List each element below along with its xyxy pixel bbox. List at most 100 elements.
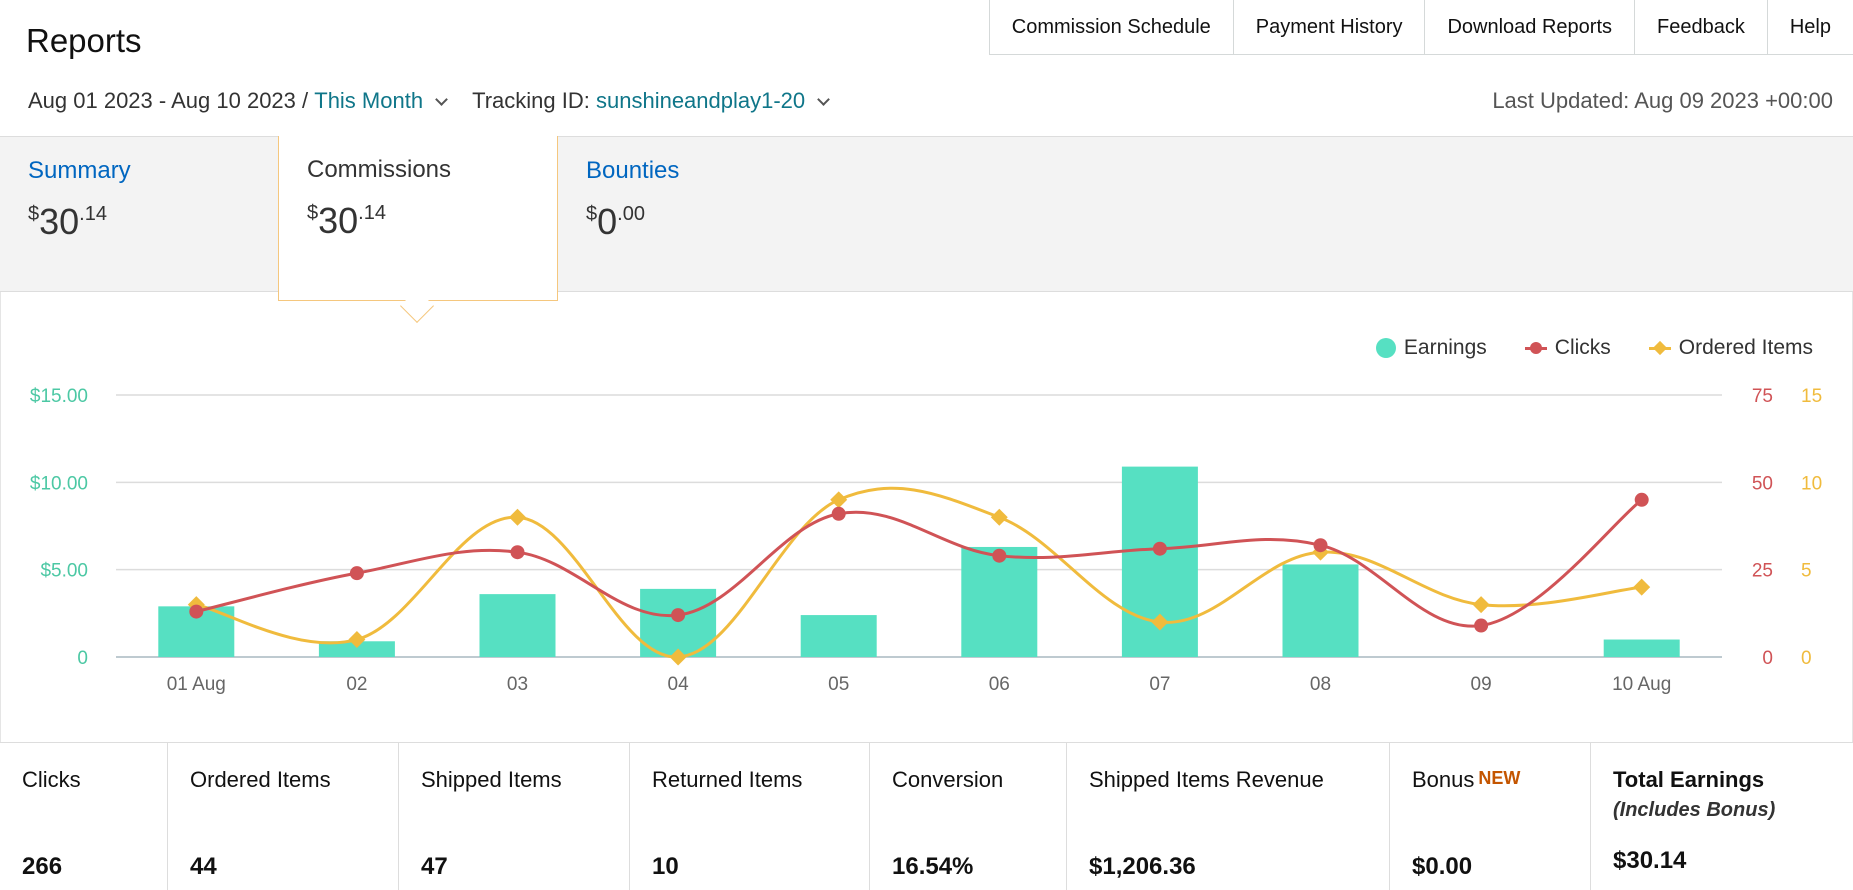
tab-commissions[interactable]: Commissions $30.14 (278, 136, 558, 301)
x-axis-tick-label: 10 Aug (1612, 674, 1671, 695)
stat-value: 47 (421, 853, 448, 880)
bounties-amount: $0.00 (586, 201, 645, 242)
stat-label: Shipped Items (421, 767, 562, 792)
x-axis-tick-label: 01 Aug (167, 674, 226, 695)
tab-summary[interactable]: Summary $30.14 (0, 137, 159, 293)
stat-label: Bonus NEW (1412, 767, 1521, 792)
clicks-point (1634, 492, 1649, 507)
stat-shipped-items: Shipped Items 47 (399, 743, 630, 890)
stat-label: Conversion (892, 767, 1004, 792)
stat-total-earnings: Total Earnings (Includes Bonus) $30.14 (1591, 743, 1853, 890)
clicks-point (671, 608, 686, 623)
ordered-items-axis-tick-label: 0 (1801, 648, 1812, 669)
stat-label: Total Earnings (1613, 767, 1765, 792)
ordered-items-line (195, 486, 1642, 659)
ordered-items-point (1472, 596, 1490, 614)
tab-bounties-label[interactable]: Bounties (586, 157, 680, 184)
stat-label: Ordered Items (190, 767, 331, 792)
stats-bar: Clicks 266 Ordered Items 44 Shipped Item… (0, 742, 1853, 890)
tab-summary-label[interactable]: Summary (28, 157, 131, 184)
ordered-items-point (1633, 578, 1651, 596)
clicks-line (195, 498, 1643, 628)
x-axis-tick-label: 04 (668, 674, 690, 695)
stat-value: $1,206.36 (1089, 853, 1196, 880)
ordered-items-axis-tick-label: 5 (1801, 561, 1812, 582)
clicks-point (831, 506, 846, 521)
stat-value: 44 (190, 853, 217, 880)
legend-clicks-label: Clicks (1554, 336, 1611, 359)
period-dropdown[interactable]: This Month (314, 88, 424, 113)
earnings-bar (479, 594, 556, 657)
clicks-point (189, 604, 204, 619)
left-axis-tick-label: $15.00 (30, 386, 88, 407)
stat-label: Shipped Items Revenue (1089, 767, 1324, 792)
legend-ordered-items[interactable]: Ordered Items (1648, 336, 1813, 360)
ordered-items-point (830, 491, 848, 509)
download-reports-button[interactable]: Download Reports (1424, 0, 1635, 54)
stat-value: $0.00 (1412, 853, 1473, 880)
ordered-items-point (990, 508, 1008, 526)
page-title: Reports (26, 22, 142, 59)
x-axis-tick-label: 05 (828, 674, 849, 695)
stat-value: $30.14 (1613, 847, 1687, 874)
help-button[interactable]: Help (1766, 0, 1853, 54)
stat-ordered-items: Ordered Items 44 (168, 743, 399, 890)
stat-value: 16.54% (892, 853, 974, 880)
tab-commissions-label[interactable]: Commissions (307, 156, 452, 183)
commissions-amount: $30.14 (307, 200, 386, 241)
left-axis-tick-label: 0 (77, 648, 88, 669)
stat-sublabel: (Includes Bonus) (1613, 799, 1776, 821)
earnings-bar (1282, 564, 1359, 657)
x-axis-tick-label: 08 (1310, 674, 1331, 695)
x-axis-tick-label: 02 (346, 674, 367, 695)
clicks-legend-swatch (1524, 341, 1547, 354)
earnings-bar (1603, 639, 1680, 657)
stat-returned-items: Returned Items 10 (630, 743, 870, 890)
earnings-bar (640, 588, 717, 657)
clicks-axis-tick-label: 25 (1752, 561, 1773, 582)
clicks-axis-tick-label: 50 (1752, 473, 1773, 494)
left-axis-tick-label: $5.00 (40, 561, 88, 582)
legend-earnings[interactable]: Earnings (1375, 336, 1487, 360)
earnings-legend-swatch (1375, 338, 1396, 358)
stat-shipped-revenue: Shipped Items Revenue $1,206.36 (1067, 743, 1390, 890)
tracking-label: Tracking ID: (472, 88, 590, 113)
stat-value: 10 (652, 853, 679, 880)
clicks-point (1313, 538, 1328, 553)
stat-label: Clicks (22, 767, 81, 792)
ordered-items-point (669, 648, 687, 666)
summary-amount: $30.14 (28, 201, 107, 242)
clicks-axis-tick-label: 75 (1752, 386, 1773, 407)
commission-schedule-button[interactable]: Commission Schedule (989, 0, 1233, 54)
x-axis-tick-label: 07 (1149, 674, 1170, 695)
clicks-point (349, 566, 364, 581)
ordered-items-axis-tick-label: 15 (1801, 386, 1822, 407)
ordered-items-point (348, 631, 366, 649)
legend-clicks[interactable]: Clicks (1524, 336, 1611, 360)
stat-conversion: Conversion 16.54% (870, 743, 1067, 890)
stat-value: 266 (22, 853, 63, 880)
feedback-button[interactable]: Feedback (1634, 0, 1767, 54)
tab-bounties[interactable]: Bounties $0.00 (558, 137, 707, 293)
earnings-bar (961, 546, 1038, 657)
date-range-text: Aug 01 2023 - Aug 10 2023 / (28, 88, 309, 113)
new-badge: NEW (1478, 768, 1521, 788)
clicks-point (1152, 541, 1167, 556)
left-axis-tick-label: $10.00 (30, 473, 88, 494)
clicks-axis-tick-label: 0 (1762, 648, 1773, 669)
x-axis-tick-label: 06 (989, 674, 1010, 695)
filter-row: Aug 01 2023 - Aug 10 2023 / This Month T… (28, 88, 838, 114)
last-updated: Last Updated: Aug 09 2023 +00:00 (1492, 88, 1833, 113)
x-axis-tick-label: 03 (507, 674, 528, 695)
earnings-bar (800, 615, 877, 657)
payment-history-button[interactable]: Payment History (1232, 0, 1425, 54)
stat-clicks: Clicks 266 (0, 743, 168, 890)
ordered-items-axis-tick-label: 10 (1801, 473, 1822, 494)
stat-bonus: Bonus NEW $0.00 (1390, 743, 1591, 890)
chart-legend: Earnings Clicks Ordered Items (1375, 336, 1813, 360)
tracking-id-dropdown[interactable]: sunshineandplay1-20 (595, 88, 806, 113)
stat-label: Returned Items (652, 767, 803, 792)
clicks-point (992, 548, 1007, 563)
earnings-bar (318, 641, 395, 657)
